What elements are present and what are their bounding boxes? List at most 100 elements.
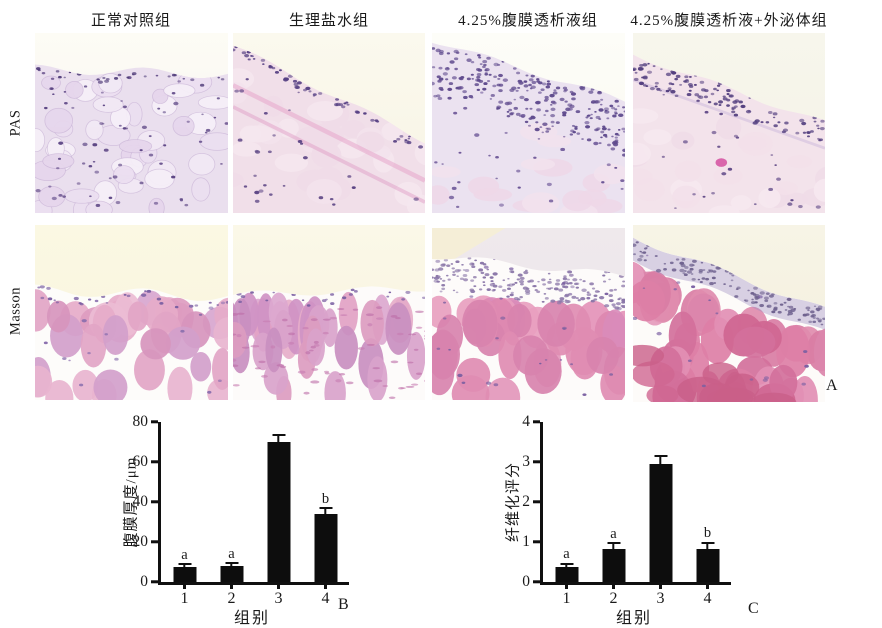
micrograph-masson-saline <box>233 225 425 400</box>
x-tick-mark <box>324 582 327 589</box>
micrograph-masson-normal-control <box>35 225 228 400</box>
y-tick-mark <box>151 500 158 504</box>
y-tick-label: 60 <box>132 452 149 470</box>
x-ticks <box>543 582 731 589</box>
bars-container: a a b <box>161 422 349 582</box>
row-label-masson: Masson <box>7 286 24 336</box>
y-tick-mark <box>533 460 540 464</box>
x-tick <box>637 582 684 589</box>
significance-letter: a <box>228 545 235 562</box>
y-tick-label: 1 <box>522 532 530 550</box>
bar-slot: a <box>208 422 255 582</box>
column-header-pd-exosome: 4.25%腹膜透析液+外泌体组 <box>630 13 828 29</box>
x-tick-mark <box>277 582 280 589</box>
micrograph-pas-pd-exosome <box>633 33 825 213</box>
bar <box>267 442 290 582</box>
x-tick <box>255 582 302 589</box>
micrograph-masson-pd-fluid <box>432 228 625 400</box>
column-header-pd-fluid: 4.25%腹膜透析液组 <box>458 13 598 29</box>
category-labels: 1 2 3 4 <box>161 591 349 607</box>
micrograph-pas-pd-fluid <box>432 33 625 213</box>
y-axis-label: 纤维化评分 <box>505 461 522 543</box>
x-tick <box>208 582 255 589</box>
plot-area: 0 20 40 60 80 a a b 1 2 3 4 <box>133 413 349 607</box>
error-bar <box>701 541 714 550</box>
bar-chart-fibrosis-score: 纤维化评分 0 1 2 3 4 a a b 1 2 3 4 组别 <box>478 410 746 627</box>
y-tick-label: 0 <box>140 572 148 590</box>
x-axis-label: 组别 <box>615 610 652 627</box>
x-tick-mark <box>612 582 615 589</box>
panel-letter-b: B <box>338 596 349 613</box>
y-tick-label: 40 <box>132 492 149 510</box>
y-tick-label: 80 <box>132 412 149 430</box>
x-axis-label: 组别 <box>233 610 270 627</box>
category-label: 4 <box>321 590 330 607</box>
significance-letter: b <box>321 490 330 507</box>
bar <box>314 514 337 582</box>
row-label-pas: PAS <box>7 109 24 137</box>
panel-letter-c: C <box>748 600 759 617</box>
error-bar <box>654 455 667 464</box>
y-tick-mark <box>151 540 158 544</box>
micrograph-masson-pd-exosome <box>633 225 825 402</box>
y-tick-label: 20 <box>132 532 149 550</box>
category-label: 1 <box>562 590 571 607</box>
column-header-saline: 生理盐水组 <box>288 13 369 29</box>
error-bar <box>607 542 620 549</box>
y-tick-mark <box>151 460 158 464</box>
y-tick-label: 2 <box>522 492 530 510</box>
error-bar <box>225 562 238 566</box>
x-tick-mark <box>706 582 709 589</box>
y-tick-mark <box>151 420 158 424</box>
x-tick-mark <box>659 582 662 589</box>
x-tick-mark <box>230 582 233 589</box>
category-labels: 1 2 3 4 <box>543 591 731 607</box>
significance-letter: a <box>610 525 617 542</box>
bar-chart-peritoneal-thickness: 腹膜厚度/μm 0 20 40 60 80 a a b 1 2 3 4 组别 <box>96 410 364 627</box>
significance-letter: a <box>181 546 188 563</box>
bar-slot <box>637 422 684 582</box>
error-bar <box>272 434 285 442</box>
category-label: 2 <box>227 590 236 607</box>
x-tick <box>302 582 349 589</box>
bar-slot: b <box>302 422 349 582</box>
category-label: 1 <box>180 590 189 607</box>
category-label: 3 <box>656 590 665 607</box>
y-tick-mark <box>533 420 540 424</box>
error-bar <box>178 563 191 567</box>
bar-slot: a <box>543 422 590 582</box>
bar-slot <box>255 422 302 582</box>
x-tick <box>161 582 208 589</box>
significance-letter: b <box>703 525 712 542</box>
error-bar <box>319 507 332 514</box>
plot-area: 0 1 2 3 4 a a b 1 2 3 4 <box>522 413 731 607</box>
x-tick <box>684 582 731 589</box>
bar <box>220 566 243 582</box>
bars-container: a a b <box>543 422 731 582</box>
x-tick-mark <box>183 582 186 589</box>
bar-slot: a <box>161 422 208 582</box>
y-tick-label: 3 <box>522 452 530 470</box>
y-tick-mark <box>151 580 158 584</box>
bar-slot: a <box>590 422 637 582</box>
error-bar <box>560 562 573 567</box>
x-tick <box>590 582 637 589</box>
panel-letter-a: A <box>826 377 838 394</box>
y-tick-mark <box>533 580 540 584</box>
column-header-normal-control: 正常对照组 <box>90 13 171 29</box>
x-ticks <box>161 582 349 589</box>
bar <box>696 549 719 582</box>
bar-slot: b <box>684 422 731 582</box>
y-tick-label: 0 <box>522 572 530 590</box>
bar <box>602 549 625 582</box>
category-label: 3 <box>274 590 283 607</box>
bar <box>649 464 672 582</box>
bar <box>555 566 578 582</box>
category-label: 4 <box>703 590 712 607</box>
significance-letter: a <box>563 546 570 563</box>
micrograph-pas-normal-control <box>35 33 228 213</box>
bar <box>173 567 196 582</box>
x-tick <box>543 582 590 589</box>
x-tick-mark <box>565 582 568 589</box>
